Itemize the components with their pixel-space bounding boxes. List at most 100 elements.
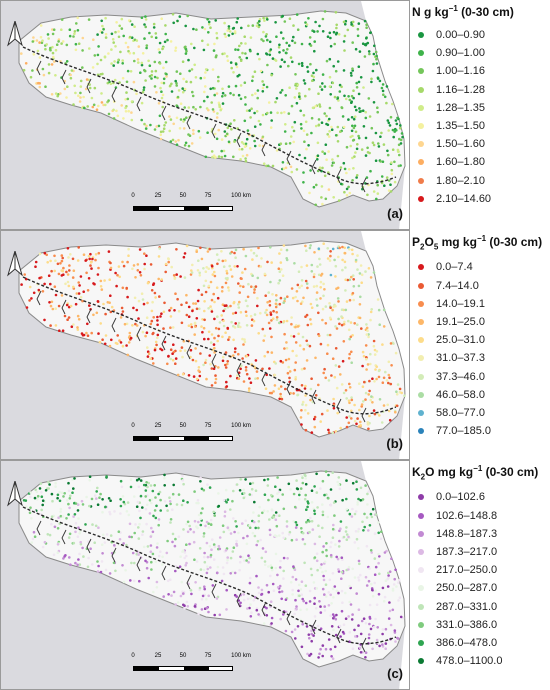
legend-item: 331.0–386.0	[412, 616, 550, 634]
legend-label: 287.0–331.0	[436, 600, 498, 613]
legend-label: 77.0–185.0	[436, 425, 492, 438]
map-nitrogen[interactable]: 0 25 50 75 100 km (a)	[0, 0, 410, 230]
legend-item: 1.16–1.28	[412, 81, 550, 99]
legend-swatch	[418, 621, 424, 628]
legend-label: 0.90–1.00	[436, 47, 485, 60]
legend-swatch	[418, 177, 424, 184]
scale-tick: 100 km	[231, 193, 251, 199]
legend-swatch	[418, 159, 424, 166]
scale-bar: 0 25 50 75 100 km	[129, 193, 269, 219]
panel-c: 0 25 50 75 100 km (c) K2O mg kg−1 (0-30 …	[0, 460, 550, 690]
map-potassium[interactable]: 0 25 50 75 100 km (c)	[0, 460, 410, 690]
panel-a: 0 25 50 75 100 km (a) N g kg−1 (0-30 cm)…	[0, 0, 550, 230]
legend-item: 187.3–217.0	[412, 543, 550, 561]
legend-item: 77.0–185.0	[412, 422, 550, 440]
panel-label: (c)	[387, 666, 403, 681]
legend-label: 0.00–0.90	[436, 29, 485, 42]
legend-item: 46.0–58.0	[412, 386, 550, 404]
legend-swatch	[418, 300, 424, 307]
legend-item: 386.0–478.0	[412, 634, 550, 652]
legend-item: 2.10–14.60	[412, 190, 550, 208]
panel-b: 0 25 50 75 100 km (b) P2O5 mg kg−1 (0-30…	[0, 230, 550, 460]
legend-label: 478.0–1100.0	[436, 655, 503, 668]
legend-item: 14.0–19.1	[412, 295, 550, 313]
legend-nitrogen: N g kg−1 (0-30 cm) 0.00–0.90 0.90–1.00 1.0…	[412, 4, 550, 208]
legend-item: 1.00–1.16	[412, 62, 550, 80]
legend-label: 1.35–1.50	[436, 120, 485, 133]
legend-swatch	[418, 373, 424, 380]
legend-title: P2O5 mg kg−1 (0-30 cm)	[412, 234, 543, 252]
map-canvas-b	[1, 231, 409, 459]
legend-item: 1.50–1.60	[412, 135, 550, 153]
panel-label: (b)	[386, 436, 403, 451]
legend-label: 187.3–217.0	[436, 546, 498, 559]
watershed-line	[22, 506, 397, 645]
scale-tick: 25	[154, 653, 162, 659]
legend-swatch	[418, 264, 424, 271]
scale-tick: 50	[179, 423, 187, 429]
north-arrow-icon	[7, 21, 23, 47]
map-canvas-a	[1, 1, 409, 229]
legend-item: 217.0–250.0	[412, 561, 550, 579]
legend-item: 1.60–1.80	[412, 153, 550, 171]
legend-swatch	[418, 428, 424, 435]
legend-item: 58.0–77.0	[412, 404, 550, 422]
legend-item: 478.0–1100.0	[412, 652, 550, 670]
legend-swatch	[418, 639, 424, 646]
map-phosphorus[interactable]: 0 25 50 75 100 km (b)	[0, 230, 410, 460]
legend-item: 7.4–14.0	[412, 277, 550, 295]
legend-swatch	[418, 409, 424, 416]
legend-phosphorus: P2O5 mg kg−1 (0-30 cm) 0.0–7.4 7.4–14.0 14…	[412, 234, 550, 440]
legend-swatch	[418, 337, 424, 344]
legend-label: 331.0–386.0	[436, 618, 498, 631]
legend-title: N g kg−1 (0-30 cm)	[412, 4, 514, 19]
legend-label: 1.00–1.16	[436, 65, 485, 78]
legend-item: 0.00–0.90	[412, 26, 550, 44]
legend-swatch	[418, 68, 424, 75]
legend-label: 217.0–250.0	[436, 564, 498, 577]
legend-label: 14.0–19.1	[436, 297, 485, 310]
scale-tick: 75	[204, 423, 212, 429]
legend-label: 46.0–58.0	[436, 388, 485, 401]
north-arrow-icon	[7, 481, 23, 507]
legend-item: 37.3–46.0	[412, 368, 550, 386]
legend-label: 0.0–102.6	[436, 491, 485, 504]
legend-swatch	[418, 549, 424, 556]
legend-swatch	[418, 603, 424, 610]
legend-label: 31.0–37.3	[436, 352, 485, 365]
legend-item: 0.90–1.00	[412, 44, 550, 62]
watershed-line	[22, 276, 397, 415]
legend-label: 386.0–478.0	[436, 636, 498, 649]
scale-tick: 75	[204, 653, 212, 659]
legend-label: 1.28–1.35	[436, 101, 485, 114]
legend-item: 1.28–1.35	[412, 99, 550, 117]
legend-label: 1.60–1.80	[436, 156, 485, 169]
legend-swatch	[418, 512, 424, 519]
scale-tick: 0	[131, 423, 135, 429]
legend-item: 1.35–1.50	[412, 117, 550, 135]
legend-item: 148.8–187.3	[412, 525, 550, 543]
scale-bar: 0 25 50 75 100 km	[129, 653, 269, 679]
scale-tick: 75	[204, 193, 212, 199]
scale-tick: 25	[154, 193, 162, 199]
legend-swatch	[418, 658, 424, 665]
legend-item: 25.0–31.0	[412, 331, 550, 349]
legend-label: 250.0–287.0	[436, 582, 498, 595]
sample-points	[20, 242, 406, 434]
legend-swatch	[418, 141, 424, 148]
legend-title: K2O mg kg−1 (0-30 cm)	[412, 464, 539, 482]
panel-label: (a)	[387, 206, 403, 221]
legend-swatch	[418, 123, 424, 130]
scale-tick: 100 km	[231, 423, 251, 429]
scale-tick: 0	[131, 653, 135, 659]
legend-swatch	[418, 585, 424, 592]
scale-tick: 25	[154, 423, 162, 429]
legend-label: 37.3–46.0	[436, 370, 485, 383]
north-arrow-icon	[7, 251, 23, 277]
legend-label: 25.0–31.0	[436, 334, 485, 347]
legend-swatch	[418, 567, 424, 574]
legend-item: 19.1–25.0	[412, 313, 550, 331]
scale-bar: 0 25 50 75 100 km	[129, 423, 269, 449]
legend-label: 7.4–14.0	[436, 279, 479, 292]
scale-tick: 50	[179, 193, 187, 199]
